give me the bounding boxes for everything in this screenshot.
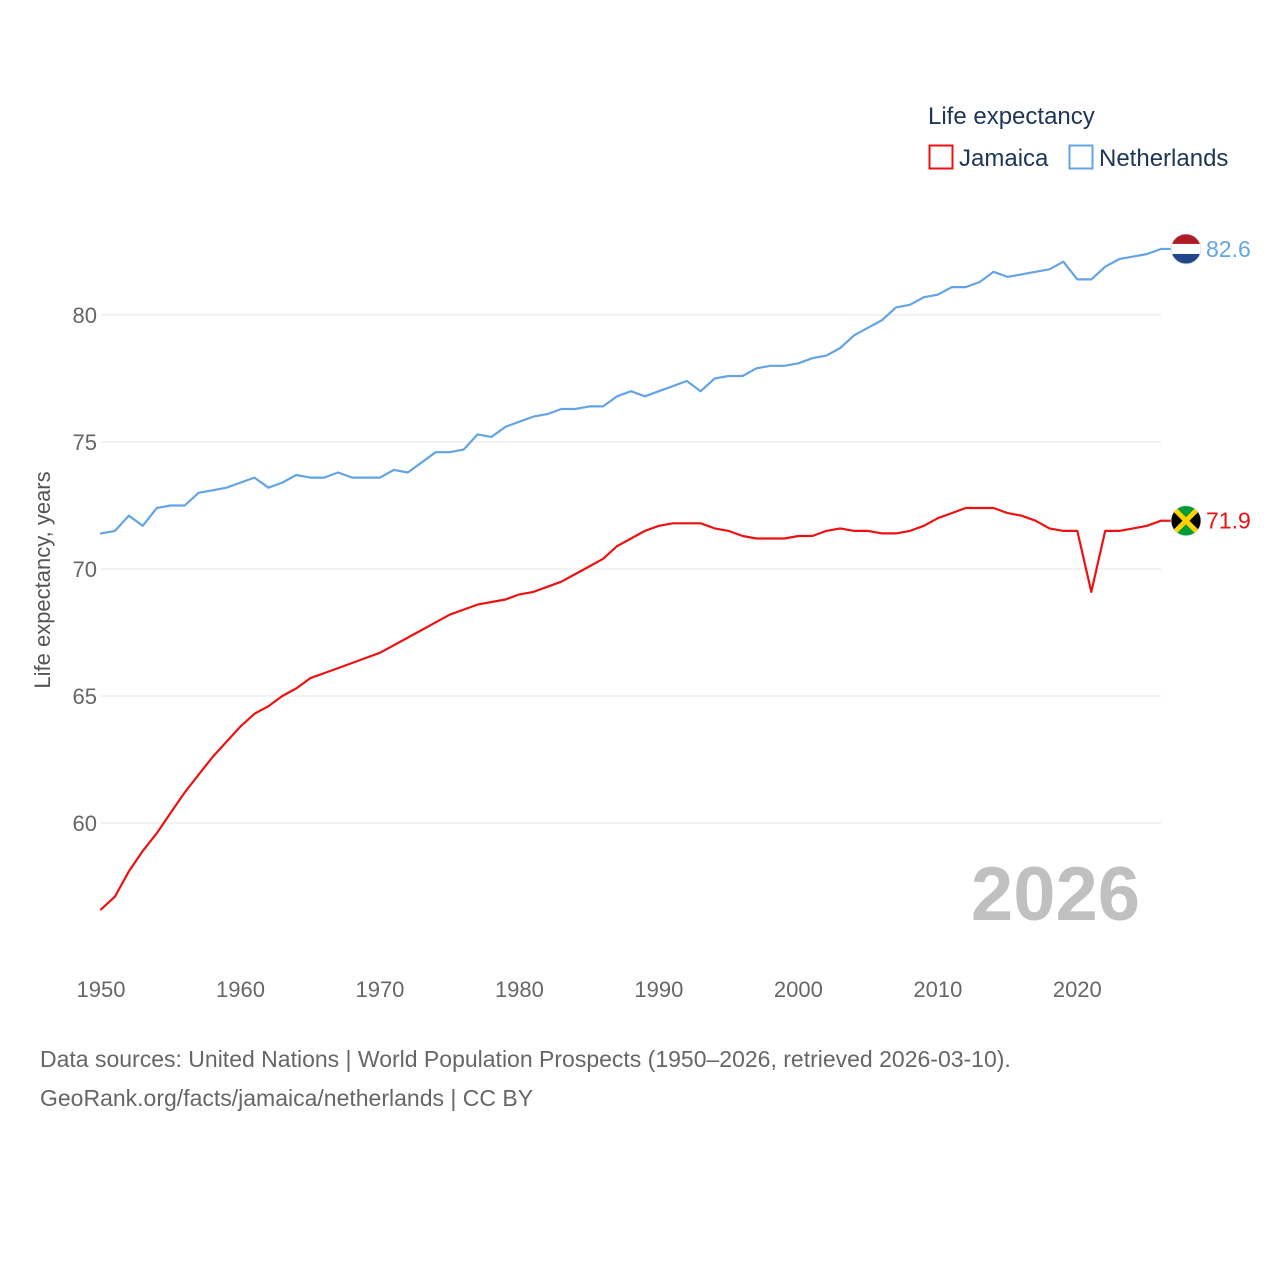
end-value-label-netherlands: 82.6 (1206, 236, 1251, 262)
legend-label-jamaica: Jamaica (959, 145, 1049, 172)
series-end-labels: 71.9 82.6 (1170, 233, 1251, 537)
jamaica-flag-icon (1170, 505, 1202, 537)
y-tick-label: 60 (73, 811, 97, 836)
legend: Life expectancy Jamaica Netherlands (928, 103, 1228, 172)
y-tick-label: 80 (73, 303, 97, 328)
x-tick-label: 2010 (913, 977, 962, 1002)
chart-footer: Data sources: United Nations | World Pop… (40, 1040, 1240, 1118)
current-year-watermark: 2026 (971, 852, 1140, 937)
data-source-note: Data sources: United Nations | World Pop… (40, 1046, 1011, 1072)
x-tick-label: 1970 (355, 977, 404, 1002)
series-line-netherlands (99, 247, 1163, 535)
legend-swatch-netherlands (1068, 144, 1094, 170)
legend-title: Life expectancy (928, 103, 1095, 130)
x-tick-label: 1960 (216, 977, 265, 1002)
legend-swatch-jamaica (928, 144, 954, 170)
attribution-link[interactable]: GeoRank.org/facts/jamaica/netherlands | … (40, 1085, 534, 1111)
y-tick-label: 65 (73, 684, 97, 709)
life-expectancy-chart: 60 65 70 75 80 1950 1960 1970 1980 1990 2000 2010 2… (30, 103, 1251, 1002)
legend-item-netherlands[interactable]: Netherlands (1068, 144, 1229, 172)
y-tick-label: 70 (73, 557, 97, 582)
y-axis-title: Life expectancy, years (30, 471, 55, 688)
legend-item-jamaica[interactable]: Jamaica (928, 144, 1050, 172)
x-tick-label: 1990 (634, 977, 683, 1002)
gridlines (101, 314, 1161, 824)
series-lines (99, 247, 1172, 911)
x-axis-ticks: 1950 1960 1970 1980 1990 2000 2010 2020 (77, 977, 1102, 1002)
series-line-jamaica (99, 506, 1163, 911)
y-tick-label: 75 (73, 430, 97, 455)
x-tick-label: 2000 (774, 977, 823, 1002)
y-axis-ticks: 60 65 70 75 80 (73, 303, 97, 836)
netherlands-flag-icon (1170, 233, 1202, 265)
x-tick-label: 2020 (1053, 977, 1102, 1002)
x-tick-label: 1980 (495, 977, 544, 1002)
x-tick-label: 1950 (77, 977, 126, 1002)
end-value-label-jamaica: 71.9 (1206, 508, 1251, 534)
legend-label-netherlands: Netherlands (1099, 145, 1228, 172)
